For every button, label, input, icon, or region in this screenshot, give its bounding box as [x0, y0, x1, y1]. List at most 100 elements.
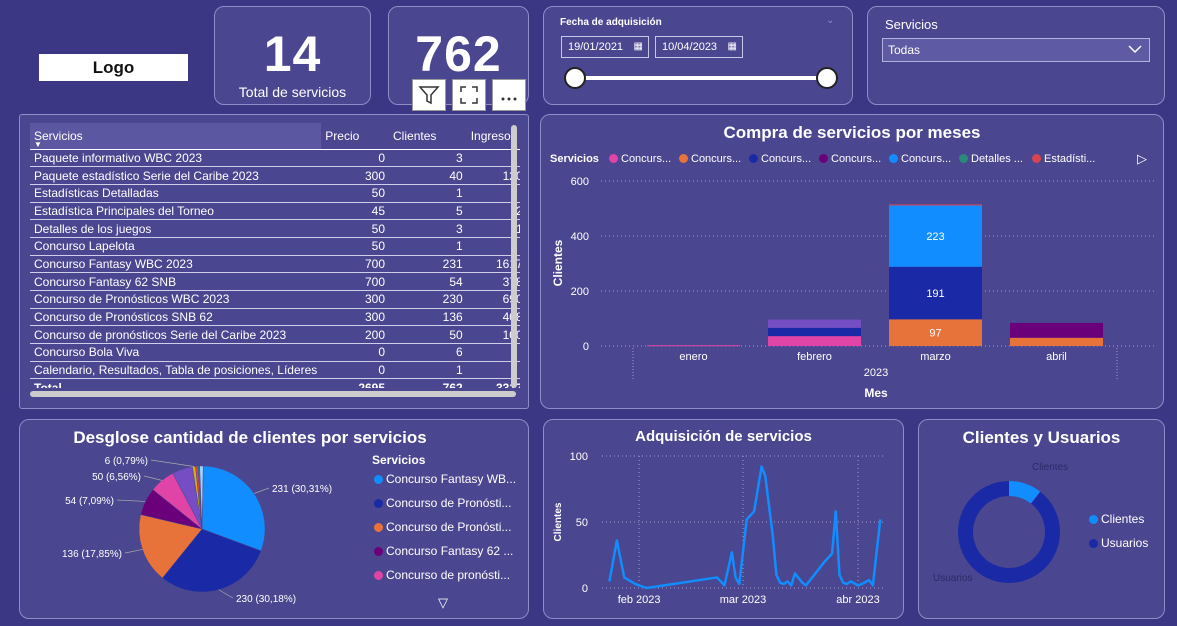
- legend-label: Concurso de Pronósti...: [386, 520, 512, 534]
- table-row[interactable]: Concurso Fantasy WBC 2023700231161700: [30, 255, 520, 274]
- bar-legend-item[interactable]: Detalles ...: [959, 153, 1023, 165]
- bar-segment: [768, 336, 861, 346]
- pie-chart-title: Desglose cantidad de clientes por servic…: [73, 428, 427, 447]
- cell-precio: 45: [321, 202, 390, 221]
- date-range-end-handle[interactable]: [816, 67, 838, 89]
- servicios-dropdown[interactable]: Todas: [882, 38, 1150, 62]
- cell-clientes: 40: [389, 166, 467, 185]
- start-date-input[interactable]: 19/01/2021 ▦: [561, 36, 649, 58]
- y-tick-label: 200: [571, 286, 589, 298]
- y-tick-label: 100: [570, 451, 588, 463]
- bar-legend-item[interactable]: Concurs...: [679, 153, 741, 165]
- table-row[interactable]: Concurso de Pronósticos WBC 202330023069…: [30, 290, 520, 309]
- pie-data-label: 230 (30,18%): [236, 594, 296, 605]
- servicios-slicer: Servicios Todas: [867, 6, 1165, 105]
- cell-servicio: Estadísticas Detalladas: [30, 184, 322, 203]
- table-row[interactable]: Estadística Principales del Torneo455225: [30, 202, 520, 221]
- table-row[interactable]: Calendario, Resultados, Tabla de posicio…: [30, 361, 520, 380]
- filter-icon[interactable]: [412, 79, 446, 111]
- calendar-icon[interactable]: ▦: [633, 41, 643, 52]
- legend-next-icon[interactable]: ▷: [1137, 151, 1147, 166]
- x-tick-label: enero: [679, 351, 707, 363]
- calendar-icon[interactable]: ▦: [727, 41, 737, 52]
- sort-arrow-icon: ▼: [34, 140, 42, 149]
- y-tick-label: 50: [576, 517, 588, 529]
- kpi-value: 762: [415, 26, 502, 82]
- cell-clientes: 6: [389, 343, 467, 362]
- table-row[interactable]: Paquete informativo WBC 2023030: [30, 149, 520, 168]
- bar-chart-plot: 0 200 400 600 Clientes enero febrero 97 191 223 ma…: [551, 176, 1157, 400]
- cell-clientes: 230: [389, 290, 467, 309]
- col-header-clientes[interactable]: Clientes: [389, 123, 467, 150]
- pie-legend-item[interactable]: Concurso Fantasy WB...: [374, 472, 516, 486]
- table-row[interactable]: Estadísticas Detalladas50150: [30, 184, 520, 203]
- pie-data-label: 50 (6,56%): [92, 472, 141, 483]
- table-row[interactable]: Concurso Bola Viva060: [30, 343, 520, 362]
- cell-servicio: Detalles de los juegos: [30, 219, 322, 238]
- cell-clientes: 5: [389, 202, 467, 221]
- bar-legend-item[interactable]: Concurs...: [749, 153, 811, 165]
- date-range-track[interactable]: [574, 76, 828, 80]
- horizontal-scrollbar[interactable]: [30, 391, 516, 397]
- bar-segment: [889, 319, 982, 346]
- cell-precio: 50: [321, 184, 390, 203]
- bar-data-label: 191: [926, 288, 944, 300]
- table-row[interactable]: Concurso de pronósticos Serie del Caribe…: [30, 325, 520, 345]
- logo: Logo: [39, 54, 188, 81]
- table-row[interactable]: Concurso Fantasy 62 SNB7005437800: [30, 272, 520, 291]
- pie-chart-plot: 231 (30,31%) 230 (30,18%) 136 (17,85%) 54 (…: [62, 456, 332, 605]
- legend-label: Concurs...: [691, 153, 742, 165]
- bar-legend-item[interactable]: Concurs...: [609, 153, 671, 165]
- donut-legend-item[interactable]: Clientes: [1089, 512, 1144, 526]
- legend-dot: [374, 499, 383, 508]
- x-tick-label: marzo: [920, 351, 951, 363]
- bar-legend-item[interactable]: Concurs...: [819, 153, 881, 165]
- more-options-icon[interactable]: [492, 79, 526, 111]
- donut-legend-item[interactable]: Usuarios: [1089, 536, 1148, 550]
- legend-scroll-down-icon[interactable]: ▽: [438, 595, 448, 610]
- bar-segment: [889, 204, 982, 206]
- cell-servicio: Concurso de Pronósticos SNB 62: [30, 308, 322, 327]
- end-date-input[interactable]: 10/04/2023 ▦: [655, 36, 743, 58]
- focus-mode-icon[interactable]: [452, 79, 486, 111]
- cell-servicio: Concurso Fantasy 62 SNB: [30, 272, 322, 291]
- x-tick-label: feb 2023: [618, 594, 661, 606]
- pie-legend-item[interactable]: Concurso Fantasy 62 ...: [374, 544, 513, 558]
- table-row[interactable]: Concurso de Pronósticos SNB 623001364080…: [30, 308, 520, 327]
- bar-legend-item[interactable]: Concurs...: [889, 153, 951, 165]
- pie-slice: [201, 465, 266, 552]
- x-tick-label: abril: [1046, 351, 1067, 363]
- pie-legend-item[interactable]: Concurso de pronósti...: [374, 568, 510, 582]
- legend-dot: [1089, 539, 1098, 548]
- line-series: [608, 465, 882, 590]
- kpi-label: Total de servicios: [238, 84, 347, 100]
- legend-label: Usuarios: [1101, 536, 1149, 550]
- cell-precio: 50: [321, 237, 390, 256]
- bar-segment: [1010, 337, 1103, 346]
- chevron-down-icon: [1128, 45, 1142, 54]
- legend-dot: [1032, 154, 1041, 163]
- y-tick-label: 600: [571, 176, 589, 188]
- pie-leader-line: [253, 487, 270, 494]
- line-chart-title: Adquisición de servicios: [635, 428, 812, 445]
- pie-slice: [199, 465, 204, 530]
- date-range-start-handle[interactable]: [564, 67, 586, 89]
- donut-slice: [1009, 481, 1041, 504]
- date-slicer-title: Fecha de adquisición: [560, 17, 662, 28]
- legend-label: Concurso de Pronósti...: [386, 496, 512, 510]
- donut-slice: [958, 481, 1060, 583]
- table-row[interactable]: Concurso Lapelota50150: [30, 237, 520, 256]
- table-row[interactable]: Detalles de los juegos503150: [30, 219, 520, 238]
- pie-legend-item[interactable]: Concurso de Pronósti...: [374, 496, 511, 510]
- total-clientes: 762: [389, 379, 467, 388]
- pie-legend-item[interactable]: Concurso de Pronósti...: [374, 520, 511, 534]
- col-header-precio[interactable]: Precio: [321, 123, 390, 150]
- legend-dot: [1089, 515, 1098, 524]
- legend-dot: [959, 154, 968, 163]
- vertical-scrollbar[interactable]: [511, 125, 517, 388]
- table-row[interactable]: Paquete estadístico Serie del Caribe 202…: [30, 166, 520, 185]
- bar-segment: [889, 205, 982, 267]
- col-header-servicios[interactable]: Servicios: [30, 123, 322, 150]
- bar-legend-item[interactable]: Estadísti...: [1032, 153, 1095, 165]
- chevron-down-icon[interactable]: ⌄: [826, 15, 835, 26]
